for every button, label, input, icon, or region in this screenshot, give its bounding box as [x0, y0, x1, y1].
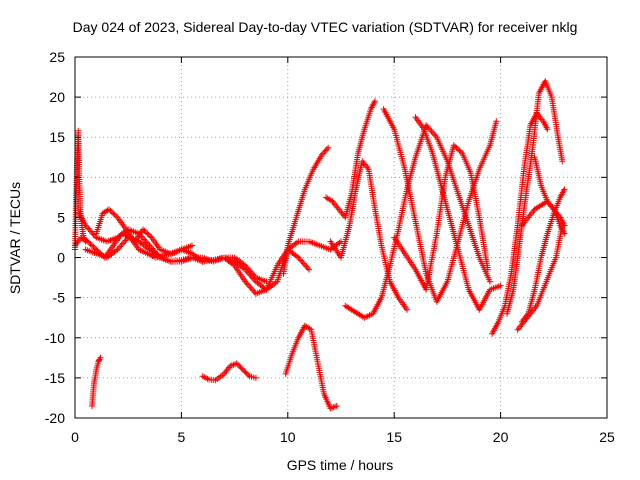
chart-title: Day 024 of 2023, Sidereal Day-to-day VTE… — [73, 19, 578, 35]
series-arc-right-6 — [518, 198, 568, 237]
data-point-markers — [282, 322, 340, 412]
y-tick-label: -15 — [45, 370, 65, 386]
series-arc-right-3 — [518, 186, 568, 325]
series-arc-right-5 — [514, 222, 566, 333]
series-arc-mid-1 — [199, 238, 344, 293]
series-arc-mid-right — [391, 142, 491, 293]
x-tick-label: 10 — [280, 429, 296, 445]
y-tick-label: -10 — [45, 330, 65, 346]
data-point-markers — [72, 127, 89, 253]
data-point-markers — [323, 98, 378, 221]
series-arc-low-left — [89, 354, 104, 409]
data-point-markers — [514, 222, 566, 333]
series-arc-low-mid — [199, 360, 259, 384]
data-point-markers — [489, 110, 551, 337]
x-axis-label: GPS time / hours — [287, 457, 394, 473]
data-point-markers — [327, 158, 410, 313]
grid-lines — [75, 57, 607, 418]
y-tick-label: 10 — [49, 169, 65, 185]
y-tick-label: -20 — [45, 410, 65, 426]
axis-ticks: 0 5 10 15 20 25 -20 -15 -10 -5 0 5 10 15 20 25 — [45, 49, 615, 445]
plot-frame — [74, 56, 608, 419]
data-point-markers — [504, 78, 566, 317]
data-marks — [72, 78, 568, 412]
x-tick-label: 25 — [599, 429, 615, 445]
y-tick-label: 0 — [57, 250, 65, 266]
y-tick-label: 25 — [49, 49, 65, 65]
y-tick-label: 5 — [57, 209, 65, 225]
data-point-markers — [280, 144, 332, 277]
y-tick-label: 15 — [49, 129, 65, 145]
data-point-markers — [89, 354, 104, 409]
series-arc-spike-start — [72, 127, 89, 253]
y-axis-label: SDTVAR / TECUs — [7, 182, 23, 294]
x-tick-label: 0 — [71, 429, 79, 445]
y-tick-label: 20 — [49, 89, 65, 105]
y-tick-label: -5 — [53, 290, 66, 306]
series-arc-right-1 — [489, 110, 551, 337]
data-point-markers — [391, 142, 491, 293]
data-point-markers — [199, 360, 259, 384]
series-arc-rise-1 — [280, 144, 332, 277]
series-arc-fall-1 — [327, 158, 410, 313]
x-tick-label: 5 — [178, 429, 186, 445]
series-arc-low-center — [282, 322, 340, 412]
data-point-markers — [221, 246, 313, 297]
x-tick-label: 20 — [493, 429, 509, 445]
data-point-markers — [199, 238, 344, 293]
x-tick-label: 15 — [386, 429, 402, 445]
series-arc-right-2 — [504, 78, 566, 317]
series-arc-mid-2 — [221, 246, 313, 297]
series-arc-rise-2 — [323, 98, 378, 221]
data-point-markers — [518, 198, 568, 237]
data-point-markers — [518, 186, 568, 325]
